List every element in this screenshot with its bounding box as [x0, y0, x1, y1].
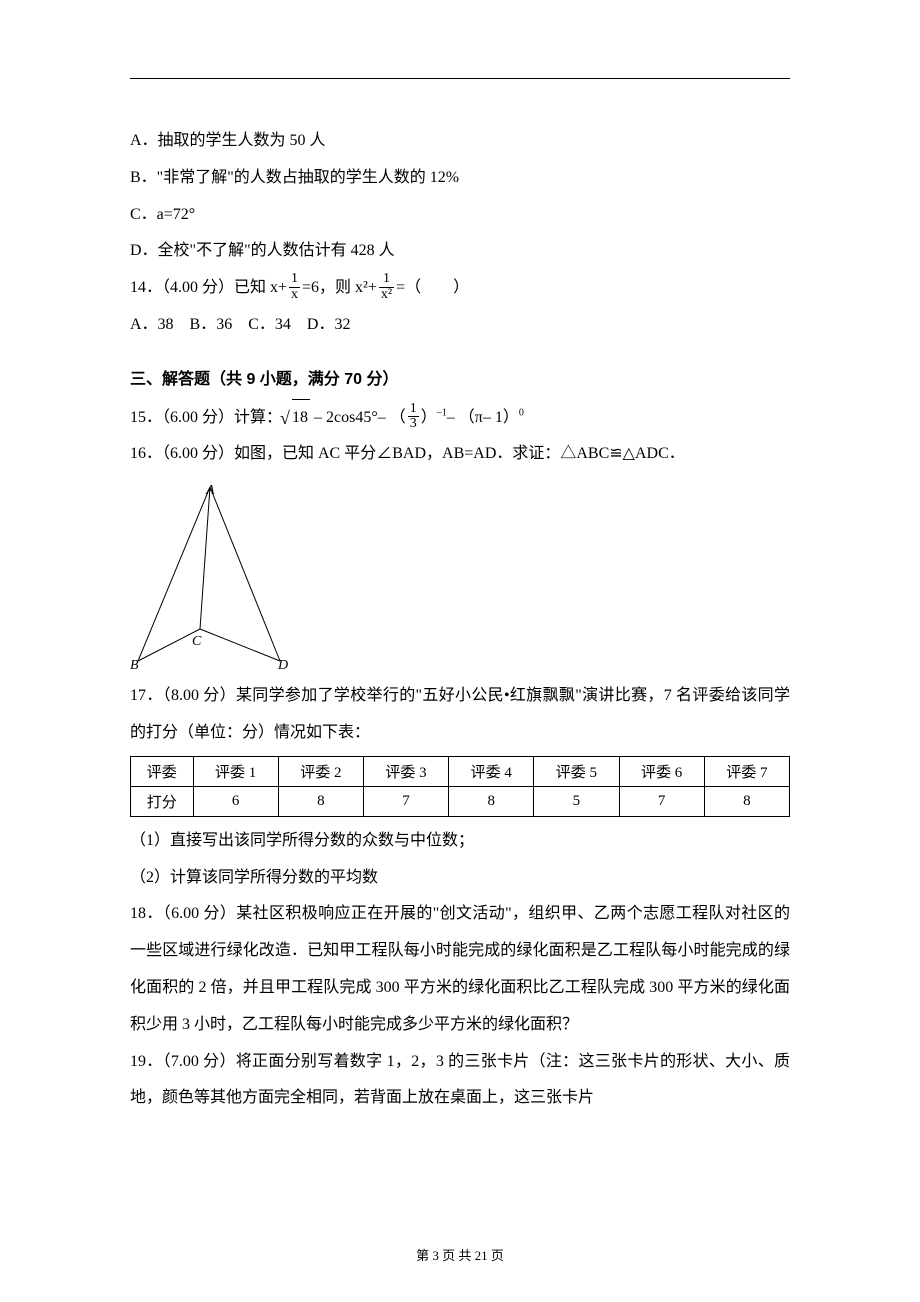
table-row: 打分 6 8 7 8 5 7 8 [131, 786, 790, 816]
vertex-b-label: B [130, 658, 139, 669]
q16-stem: 16．（6.00 分）如图，已知 AC 平分∠BAD，AB=AD．求证：△ABC… [130, 436, 790, 473]
q13-option-a: A．抽取的学生人数为 50 人 [130, 123, 790, 160]
table-header-cell: 评委 6 [619, 756, 704, 786]
q15-frac-num: 1 [408, 402, 419, 418]
table-cell: 8 [278, 786, 363, 816]
q15-frac-den: 3 [408, 417, 419, 432]
vertex-a-label: A [205, 483, 215, 498]
q13-option-c: C．a=72° [130, 197, 790, 234]
q14-stem: 14．（4.00 分）已知 x+1x=6，则 x²+1x²=（ ） [130, 270, 790, 307]
q15-prefix: 15．（6.00 分）计算： [130, 409, 282, 426]
table-cell: 打分 [131, 786, 194, 816]
table-header-cell: 评委 4 [449, 756, 534, 786]
table-header-cell: 评委 5 [534, 756, 619, 786]
sqrt-icon: 18 [282, 399, 310, 437]
top-rule [130, 78, 790, 79]
q14-mid: =6，则 x²+ [302, 279, 377, 296]
q14-suffix: =（ ） [396, 279, 469, 296]
table-cell: 8 [704, 786, 789, 816]
table-cell: 7 [619, 786, 704, 816]
q15-mid1: – 2cos45°– （ [314, 409, 406, 426]
q15-mid3: – （π– 1） [447, 409, 519, 426]
table-header-cell: 评委 7 [704, 756, 789, 786]
footer-suffix: 页 [488, 1248, 504, 1263]
q13-option-d: D．全校"不了解"的人数估计有 428 人 [130, 233, 790, 270]
q14-prefix: 14．（4.00 分）已知 x+ [130, 279, 287, 296]
page-footer: 第 3 页 共 21 页 [0, 1245, 920, 1264]
q15-mid2: ） [421, 409, 437, 426]
q14-frac2-num: 1 [379, 272, 394, 288]
footer-total-pages: 21 [475, 1248, 488, 1263]
table-header-cell: 评委 1 [193, 756, 278, 786]
q17-stem: 17．（8.00 分）某同学参加了学校举行的"五好小公民•红旗飘飘"演讲比赛，7… [130, 678, 790, 752]
table-header-cell: 评委 3 [363, 756, 448, 786]
q18-stem: 18．（6.00 分）某社区积极响应正在开展的"创文活动"，组织甲、乙两个志愿工… [130, 896, 790, 1043]
q15-exp1: –1 [437, 407, 447, 418]
table-cell: 5 [534, 786, 619, 816]
table-header-cell: 评委 [131, 756, 194, 786]
q14-frac2-den: x² [379, 288, 394, 303]
q17-score-table: 评委 评委 1 评委 2 评委 3 评委 4 评委 5 评委 6 评委 7 打分… [130, 756, 790, 817]
vertex-c-label: C [192, 634, 202, 649]
q14-frac1-num: 1 [289, 272, 300, 288]
q14-frac2: 1x² [379, 272, 394, 302]
q13-option-b: B．"非常了解"的人数占抽取的学生人数的 12% [130, 160, 790, 197]
footer-prefix: 第 [416, 1248, 432, 1263]
q14-options: A．38 B．36 C．34 D．32 [130, 307, 790, 344]
q15-exp2: 0 [519, 407, 524, 418]
q17-part2: （2）计算该同学所得分数的平均数 [130, 860, 790, 897]
table-header-row: 评委 评委 1 评委 2 评委 3 评委 4 评委 5 评委 6 评委 7 [131, 756, 790, 786]
page-container: A．抽取的学生人数为 50 人 B．"非常了解"的人数占抽取的学生人数的 12%… [0, 0, 920, 1302]
footer-mid: 页 共 [439, 1248, 475, 1263]
table-header-cell: 评委 2 [278, 756, 363, 786]
q19-stem: 19．（7.00 分）将正面分别写着数字 1，2，3 的三张卡片（注：这三张卡片… [130, 1044, 790, 1118]
q14-frac1-den: x [289, 288, 300, 303]
q14-frac1: 1x [289, 272, 300, 302]
q17-part1: （1）直接写出该同学所得分数的众数与中位数； [130, 823, 790, 860]
triangle-diagram: A B C D [130, 479, 290, 669]
table-cell: 6 [193, 786, 278, 816]
vertex-d-label: D [277, 658, 288, 669]
q15-frac: 13 [408, 402, 419, 432]
table-cell: 7 [363, 786, 448, 816]
table-cell: 8 [449, 786, 534, 816]
section-3-heading: 三、解答题（共 9 小题，满分 70 分） [130, 362, 790, 399]
q16-figure: A B C D [130, 479, 790, 674]
q15-radicand: 18 [292, 399, 310, 437]
q15-stem: 15．（6.00 分）计算： 18 – 2cos45°– （13）–1– （π– … [130, 399, 790, 437]
